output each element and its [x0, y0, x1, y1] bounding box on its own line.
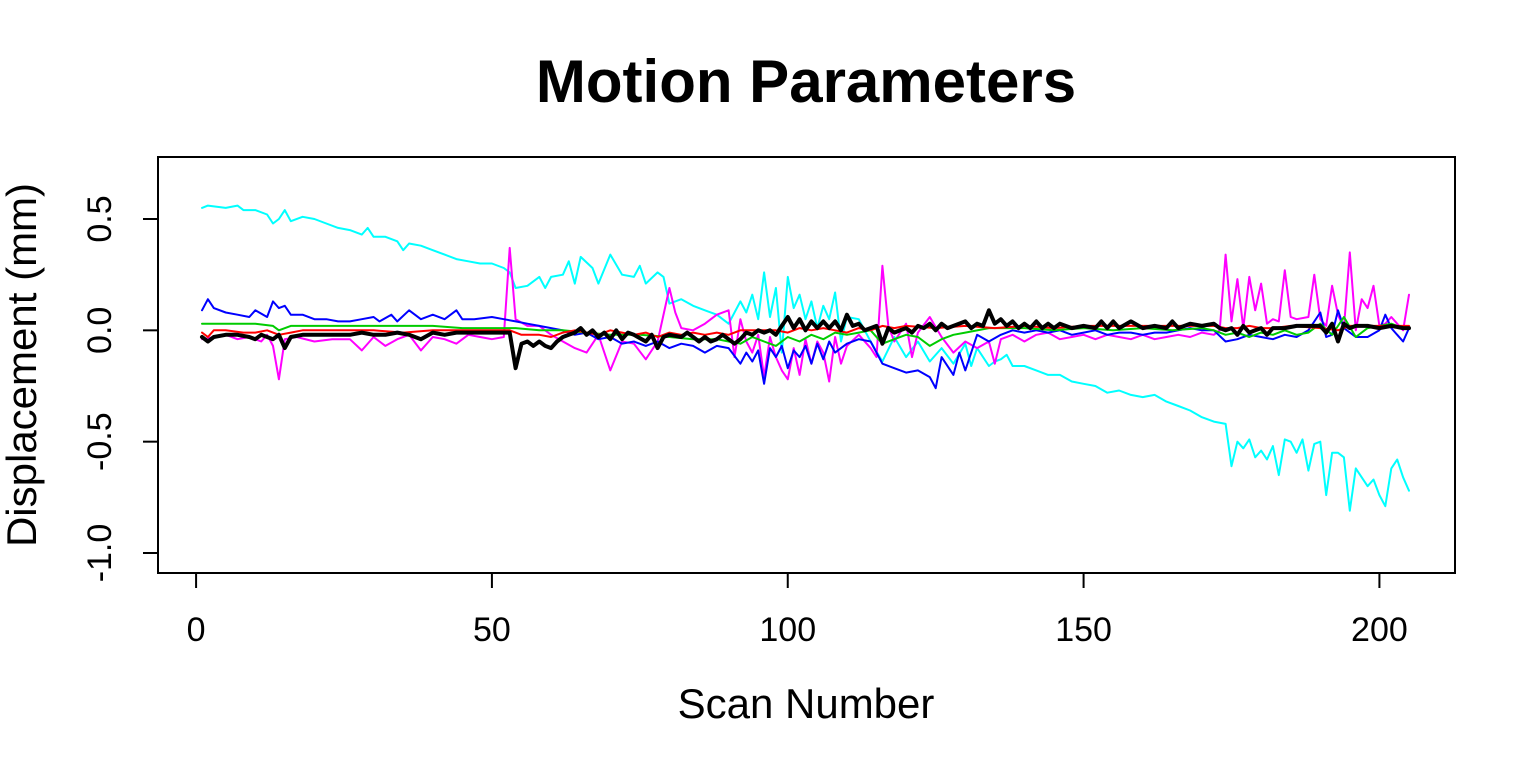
x-tick-label: 100: [759, 611, 816, 649]
x-tick-label: 150: [1055, 611, 1112, 649]
chart-title: Motion Parameters: [536, 48, 1076, 115]
plot-area: [157, 156, 1456, 574]
y-tick-label: -0.5: [81, 412, 119, 471]
y-axis-label: Displacement (mm): [0, 183, 45, 547]
series-layer: [200, 204, 1411, 512]
y-tick-label: 0.0: [81, 307, 119, 354]
x-axis-label: Scan Number: [678, 680, 935, 727]
series-line-6: [200, 308, 1411, 371]
y-tick-label: 0.5: [81, 195, 119, 242]
y-axis: -1.0 -0.5 0.0 0.5: [81, 195, 159, 583]
x-tick-label: 0: [187, 611, 206, 649]
y-tick-label: -1.0: [81, 524, 119, 583]
series-line-1: [201, 204, 1410, 512]
x-tick-label: 200: [1351, 611, 1408, 649]
series-line-2: [201, 246, 1410, 383]
x-tick-label: 50: [473, 611, 511, 649]
plot-frame: [157, 156, 1456, 574]
x-axis: 0 50 100 150 200: [187, 572, 1408, 649]
